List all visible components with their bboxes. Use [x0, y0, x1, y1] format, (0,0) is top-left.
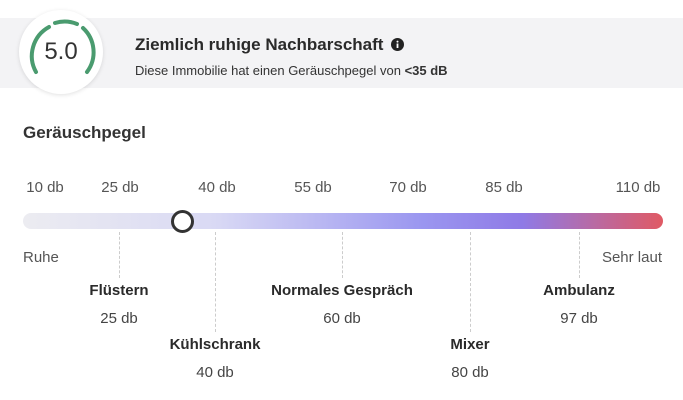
- scale-label: 40 db: [198, 179, 236, 196]
- score: 5.0: [44, 38, 78, 65]
- marker-value: 80 db: [451, 364, 489, 381]
- scale-label: 85 db: [485, 179, 523, 196]
- marker-value: 97 db: [560, 310, 598, 327]
- scale-label: 25 db: [101, 179, 139, 196]
- subtitle-text: Diese Immobilie hat einen Geräuschpegel …: [135, 63, 401, 78]
- marker-line: [215, 232, 216, 332]
- header-band: [0, 18, 683, 88]
- score-badge: [19, 10, 103, 94]
- scale-low: Ruhe: [23, 249, 59, 266]
- scale-label: 55 db: [294, 179, 332, 196]
- ring-arc: [81, 26, 96, 74]
- scale-label: 110 db: [615, 179, 661, 196]
- marker-line: [119, 232, 120, 278]
- info-icon[interactable]: [391, 38, 405, 51]
- ring-arc: [29, 25, 51, 74]
- title-text: Ziemlich ruhige Nachbarschaft: [135, 35, 384, 54]
- noise-bar: [23, 213, 663, 229]
- marker-name: Ambulanz: [543, 282, 615, 299]
- score-ring: [29, 19, 96, 74]
- marker-value: 25 db: [100, 310, 138, 327]
- scale-high: Sehr laut: [601, 249, 662, 266]
- section-title: Geräuschpegel: [23, 123, 146, 142]
- marker-name: Kühlschrank: [169, 336, 261, 353]
- marker-value: 40 db: [196, 364, 234, 381]
- marker-name: Flüstern: [89, 282, 149, 299]
- marker-name: Normales Gespräch: [271, 282, 413, 299]
- marker-name: Mixer: [450, 336, 490, 353]
- header-subtitle: Diese Immobilie hat einen Geräuschpegel …: [135, 63, 448, 78]
- header-title: Ziemlich ruhige Nachbarschaft: [135, 35, 405, 55]
- marker-line: [342, 232, 343, 278]
- ring-arc: [53, 19, 79, 26]
- scale-label: 70 db: [389, 179, 427, 196]
- marker-line: [470, 232, 471, 332]
- marker-value: 60 db: [323, 310, 361, 327]
- noise-knob: [171, 210, 194, 233]
- noise-level: <35 dB: [404, 63, 448, 78]
- scale-label: 10 db: [26, 179, 64, 196]
- marker-line: [579, 232, 580, 278]
